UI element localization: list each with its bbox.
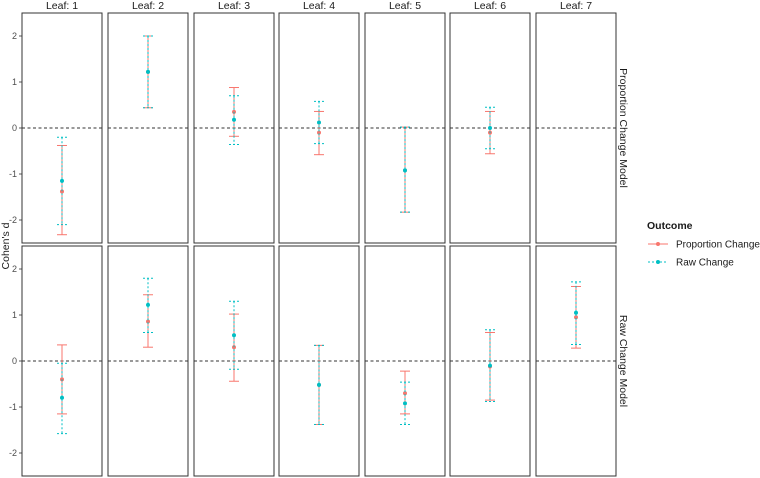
legend-label: Proportion Change bbox=[676, 240, 760, 251]
data-point bbox=[488, 126, 492, 130]
column-strip-label: Leaf: 4 bbox=[303, 0, 335, 12]
row-strip-label: Raw Change Model bbox=[617, 315, 629, 407]
data-point bbox=[60, 178, 64, 183]
data-point bbox=[403, 168, 407, 173]
error-bar bbox=[314, 344, 324, 425]
column-strip-label: Leaf: 3 bbox=[218, 0, 250, 12]
y-tick-label: -1 bbox=[9, 169, 17, 179]
y-tick-label: 0 bbox=[12, 123, 17, 133]
y-tick-label: 2 bbox=[12, 31, 17, 41]
chart-marks bbox=[57, 35, 581, 435]
y-tick-label: -2 bbox=[9, 215, 17, 225]
data-point bbox=[574, 310, 578, 315]
y-tick-label: 2 bbox=[12, 264, 17, 274]
legend: Outcome Proportion Change Raw Change bbox=[647, 220, 760, 269]
legend-key bbox=[648, 260, 668, 264]
y-tick-label: 1 bbox=[12, 310, 17, 320]
error-bar bbox=[143, 35, 153, 109]
y-tick-label: -2 bbox=[9, 448, 17, 458]
data-point bbox=[146, 69, 150, 74]
column-strip-label: Leaf: 2 bbox=[132, 0, 164, 12]
data-point bbox=[317, 382, 321, 387]
data-point bbox=[60, 395, 64, 400]
y-tick-label: -1 bbox=[9, 402, 17, 412]
row-strip-label: Proportion Change Model bbox=[617, 68, 629, 188]
legend-key bbox=[648, 242, 668, 246]
y-axes: -2 -1 0 1 2 -2 -1 0 1 2 bbox=[9, 31, 22, 458]
y-tick-label: 1 bbox=[12, 77, 17, 87]
column-strip-label: Leaf: 7 bbox=[560, 0, 592, 12]
data-point bbox=[317, 120, 321, 125]
data-point bbox=[574, 315, 578, 320]
data-point bbox=[403, 391, 407, 396]
error-bar bbox=[485, 329, 495, 402]
column-strip-label: Leaf: 5 bbox=[389, 0, 421, 12]
legend-label: Raw Change bbox=[676, 258, 734, 269]
data-point bbox=[146, 319, 150, 324]
data-point bbox=[403, 401, 407, 406]
column-strip-label: Leaf: 6 bbox=[474, 0, 506, 12]
data-point bbox=[232, 117, 236, 122]
y-tick-label: 0 bbox=[12, 356, 17, 366]
error-bar bbox=[143, 277, 153, 333]
error-bar bbox=[57, 136, 67, 226]
facet-strips: Leaf: 1 Leaf: 2 Leaf: 3 Leaf: 4 Leaf: 5 Leaf:… bbox=[46, 0, 629, 407]
error-bar bbox=[57, 362, 67, 435]
data-point bbox=[60, 189, 64, 194]
column-strip-label: Leaf: 1 bbox=[46, 0, 78, 12]
error-bar bbox=[229, 300, 239, 370]
error-bar bbox=[400, 126, 410, 213]
y-axis-title: Cohen's d bbox=[0, 222, 12, 269]
data-point bbox=[232, 333, 236, 338]
data-point bbox=[317, 130, 321, 135]
data-point bbox=[488, 363, 492, 368]
error-bar bbox=[571, 281, 581, 345]
data-point bbox=[146, 302, 150, 307]
legend-title: Outcome bbox=[647, 220, 693, 232]
